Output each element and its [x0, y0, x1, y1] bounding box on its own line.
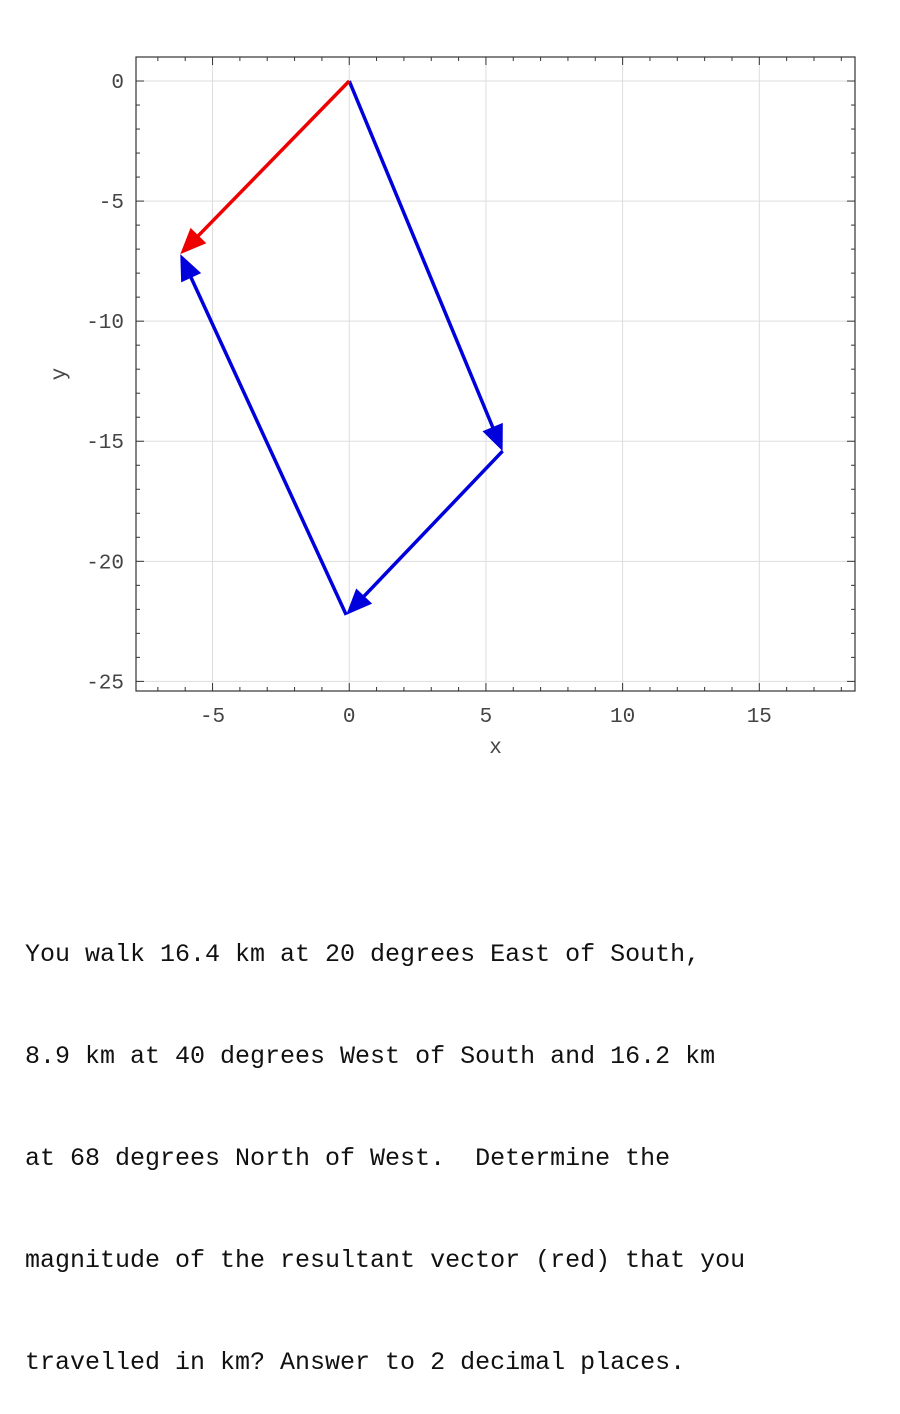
grid-lines: [136, 57, 855, 691]
question-line: magnitude of the resultant vector (red) …: [25, 1246, 746, 1275]
x-axis-label: x: [489, 737, 502, 760]
x-tick-label: -5: [200, 706, 225, 729]
plot-frame: [135, 56, 856, 692]
leg-vector: [347, 80, 503, 452]
vector-shaft: [187, 273, 348, 616]
leg-vector: [346, 449, 504, 615]
y-tick-label: -15: [86, 432, 124, 455]
question-line: You walk 16.4 km at 20 degrees East of S…: [25, 940, 701, 969]
vectors: [180, 79, 504, 616]
y-tick-label: 0: [111, 72, 124, 95]
leg-vector: [180, 254, 348, 616]
x-tick-label: 15: [747, 706, 772, 729]
question-line: 8.9 km at 40 degrees West of South and 1…: [25, 1042, 716, 1071]
vector-arrowhead: [180, 254, 202, 283]
vector-arrowhead: [346, 588, 373, 615]
y-axis-label: y: [49, 368, 72, 381]
resultant-vector: [180, 79, 351, 255]
vector-arrowhead: [482, 422, 503, 452]
y-tick-label: -5: [99, 192, 124, 215]
y-tick-label: -20: [86, 552, 124, 575]
vector-arrowhead: [180, 227, 207, 255]
question-line: at 68 degrees North of West. Determine t…: [25, 1144, 671, 1173]
x-tick-label: 5: [480, 706, 493, 729]
vector-chart: -5 0 5 10 15 0 -5 -10 -15 -20 -25 x y: [49, 56, 856, 760]
question-line: travelled in km? Answer to 2 decimal pla…: [25, 1348, 686, 1377]
y-tick-label: -10: [86, 312, 124, 335]
y-tick-label: -25: [86, 672, 124, 695]
vector-shaft: [347, 80, 496, 432]
x-tick-label: 0: [343, 706, 356, 729]
axis-ticks: -5 0 5 10 15 0 -5 -10 -15 -20 -25: [86, 56, 855, 729]
question-text: You walk 16.4 km at 20 degrees East of S…: [25, 870, 885, 1414]
vector-shaft: [360, 449, 504, 601]
vector-shaft: [194, 79, 351, 240]
x-tick-label: 10: [610, 706, 635, 729]
